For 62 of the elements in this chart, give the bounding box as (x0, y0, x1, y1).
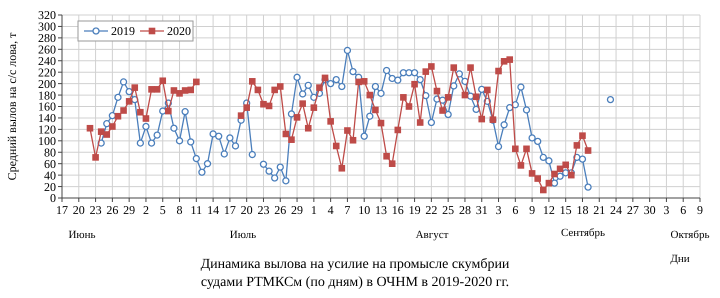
legend-label: 2020 (167, 24, 191, 38)
x-tick-label: 31 (476, 203, 488, 217)
x-tick-label: 21 (593, 203, 606, 217)
x-tick-label: 8 (176, 203, 183, 217)
y-tick-label: 320 (38, 8, 56, 22)
x-tick-label: 20 (240, 203, 253, 217)
x-tick-label: 9 (697, 203, 703, 217)
x-tick-label: 5 (160, 203, 166, 217)
y-tick-label: 180 (38, 88, 56, 102)
x-tick-label: 20 (72, 203, 85, 217)
y-tick-label: 40 (44, 168, 56, 182)
x-tick-label: 14 (207, 203, 220, 217)
text: Октябрь (670, 229, 710, 241)
y-tick-label: 0 (50, 191, 56, 206)
x-tick-label: 17 (224, 203, 236, 217)
x-tick-label: 6 (680, 203, 686, 217)
text: Август (416, 229, 449, 241)
x-tick-label: 23 (90, 203, 102, 217)
x-tick-label: 15 (560, 203, 572, 217)
x-tick-label: 25 (442, 203, 454, 217)
y-tick-label: 280 (38, 31, 56, 46)
x-tick-label: 16 (392, 203, 404, 217)
x-tick-label: 10 (358, 203, 370, 217)
y-tick-label: 220 (38, 65, 56, 80)
y-tick-label: 60 (44, 156, 56, 171)
text: Июнь (68, 229, 96, 241)
x-tick-label: 6 (512, 203, 518, 217)
text: Динамика вылова на усилие на промысле скумбрии судами РТМКСм (по дням) в ОЧНМ в 2019-2020 гг. (200, 257, 510, 290)
y-tick-label: 200 (38, 76, 56, 91)
x-tick-label: 17 (56, 203, 68, 217)
x-tick-label: 9 (529, 203, 536, 217)
x-axis-title: Дни (670, 253, 690, 265)
y-tick-label: 140 (38, 111, 56, 126)
x-tick-label: 11 (190, 203, 202, 217)
x-tick-label: 22 (425, 203, 438, 217)
x-tick-label: 30 (644, 203, 656, 217)
x-tick-label: 3 (663, 203, 670, 217)
x-tick-label: 19 (408, 203, 421, 217)
y-tick-label: 300 (38, 20, 56, 34)
x-tick-label: 4 (328, 203, 334, 217)
x-tick-label: 1 (310, 203, 317, 217)
text: Сентябрь (560, 227, 606, 239)
legend-label: 2019 (111, 24, 135, 38)
y-tick-label: 20 (44, 180, 56, 194)
x-tick-label: 24 (610, 203, 622, 217)
x-tick-label: 12 (542, 203, 555, 217)
x-tick-label: 2 (142, 203, 149, 217)
x-tick-label: 18 (576, 203, 588, 217)
x-tick-label: 13 (375, 203, 387, 217)
x-tick-label: 7 (344, 203, 350, 217)
x-tick-label: 23 (257, 203, 270, 217)
y-tick-label: 160 (38, 100, 56, 114)
y-tick-label: 120 (38, 122, 56, 137)
x-tick-label: 26 (106, 203, 118, 217)
x-tick-label: 28 (458, 203, 471, 217)
y-axis-title: Средний вылов на с/с лова, т (5, 32, 19, 180)
x-tick-label: 3 (496, 203, 502, 217)
x-tick-label: 29 (291, 203, 304, 217)
x-tick-label: 29 (123, 203, 136, 217)
x-tick-label: 26 (274, 203, 286, 217)
text: Июль (230, 229, 256, 241)
x-tick-label: 27 (626, 203, 639, 217)
